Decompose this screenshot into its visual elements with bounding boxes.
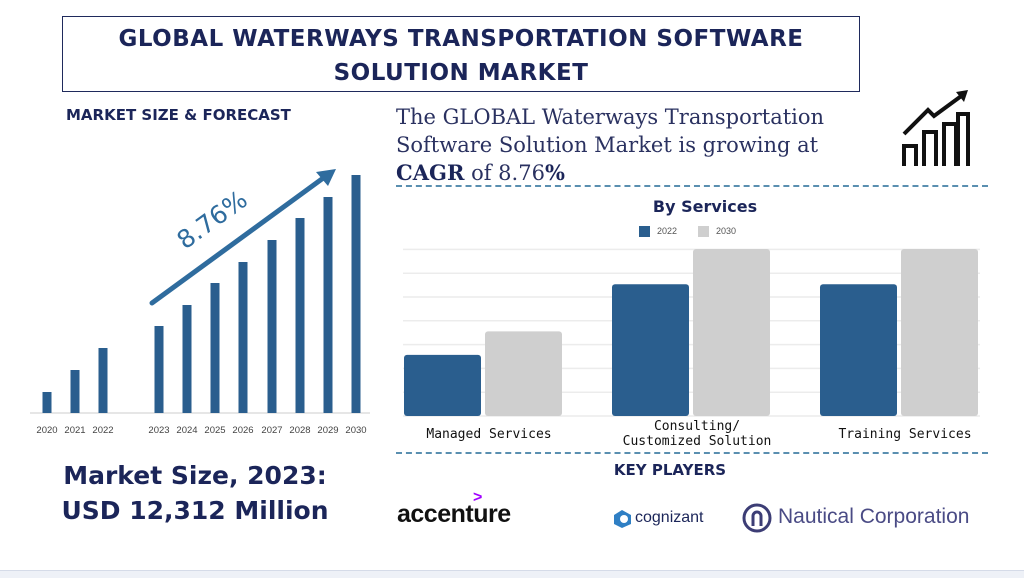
bar-2022-0	[404, 354, 481, 416]
category-label-line: Managed Services	[426, 427, 552, 442]
growth-arrow	[149, 173, 329, 306]
market-size-heading: MARKET SIZE & FORECAST	[66, 106, 291, 124]
category-label-line: Consulting/	[653, 419, 741, 434]
x-tick-label: 2030	[345, 425, 367, 436]
x-tick-label: 2020	[36, 425, 58, 436]
bar-2023	[154, 326, 164, 413]
accenture-logo-text: accenture	[397, 500, 511, 528]
bar-2030-0	[485, 331, 562, 416]
bar-2026	[238, 262, 248, 413]
bar-2028	[295, 218, 305, 413]
market-forecast-chart: 8.76%	[30, 169, 370, 414]
legend-swatch-2022	[639, 226, 650, 237]
bar-2022	[98, 348, 108, 413]
legend-swatch-2030	[698, 226, 709, 237]
market-size-line-1: Market Size, 2023:	[63, 461, 327, 490]
cognizant-logo-text: cognizant	[635, 509, 704, 526]
bar-2030-2	[901, 249, 978, 416]
legend-label-2022: 2022	[657, 226, 678, 236]
bar-2029	[323, 197, 333, 413]
category-label-line: Customized Solution	[622, 434, 772, 449]
market-size-text: Market Size, 2023: USD 12,312 Million	[30, 458, 360, 528]
cagr-word: CAGR	[396, 160, 465, 185]
key-players-heading: KEY PLAYERS	[613, 461, 727, 479]
category-label: Training Services	[795, 427, 1015, 442]
bar-2030	[351, 175, 361, 413]
x-tick-label: 2022	[92, 425, 114, 436]
x-tick-label: 2029	[317, 425, 339, 436]
divider-top	[396, 185, 988, 187]
percent-sign: %	[544, 160, 565, 185]
services-chart-title: By Services	[652, 197, 758, 216]
bar-2022-2	[820, 284, 897, 416]
services-bar-chart	[403, 248, 980, 417]
category-label: Managed Services	[379, 427, 599, 442]
growth-arrowhead	[316, 169, 336, 186]
divider-bottom	[396, 452, 988, 454]
summary-text: The GLOBAL Waterways Transportation Soft…	[396, 105, 825, 157]
bar-2024	[182, 305, 192, 413]
cagr-value: of 8.76	[471, 161, 545, 185]
title-line-1: GLOBAL WATERWAYS TRANSPORTATION SOFTWARE	[118, 26, 804, 52]
category-label-line: Training Services	[838, 427, 972, 442]
category-label: Consulting/Customized Solution	[587, 419, 807, 449]
cagr-annotation: 8.76%	[171, 185, 252, 255]
nautical-logo-text: Nautical Corporation	[778, 505, 970, 528]
legend-label-2030: 2030	[716, 226, 737, 236]
title-banner: GLOBAL WATERWAYS TRANSPORTATION SOFTWARE…	[62, 16, 860, 92]
x-tick-label: 2024	[176, 425, 198, 436]
bar-2030-1	[693, 249, 770, 416]
x-tick-label: 2027	[261, 425, 283, 436]
x-tick-label: 2025	[204, 425, 226, 436]
x-tick-label: 2023	[148, 425, 170, 436]
market-size-line-2: USD 12,312 Million	[61, 496, 329, 525]
cagr-summary: The GLOBAL Waterways Transportation Soft…	[396, 103, 866, 187]
x-tick-label: 2028	[289, 425, 311, 436]
bar-2025	[210, 283, 220, 413]
growth-chart-icon	[902, 90, 970, 166]
nautical-mark-icon	[742, 503, 772, 533]
x-tick-label: 2021	[64, 425, 86, 436]
bar-2020	[42, 392, 52, 413]
footer-strip	[0, 570, 1024, 578]
cognizant-mark-icon	[614, 510, 631, 528]
bar-2021	[70, 370, 80, 413]
title-line-2: SOLUTION MARKET	[333, 60, 589, 86]
x-tick-label: 2026	[232, 425, 254, 436]
bar-2027	[267, 240, 277, 413]
bar-2022-1	[612, 284, 689, 416]
